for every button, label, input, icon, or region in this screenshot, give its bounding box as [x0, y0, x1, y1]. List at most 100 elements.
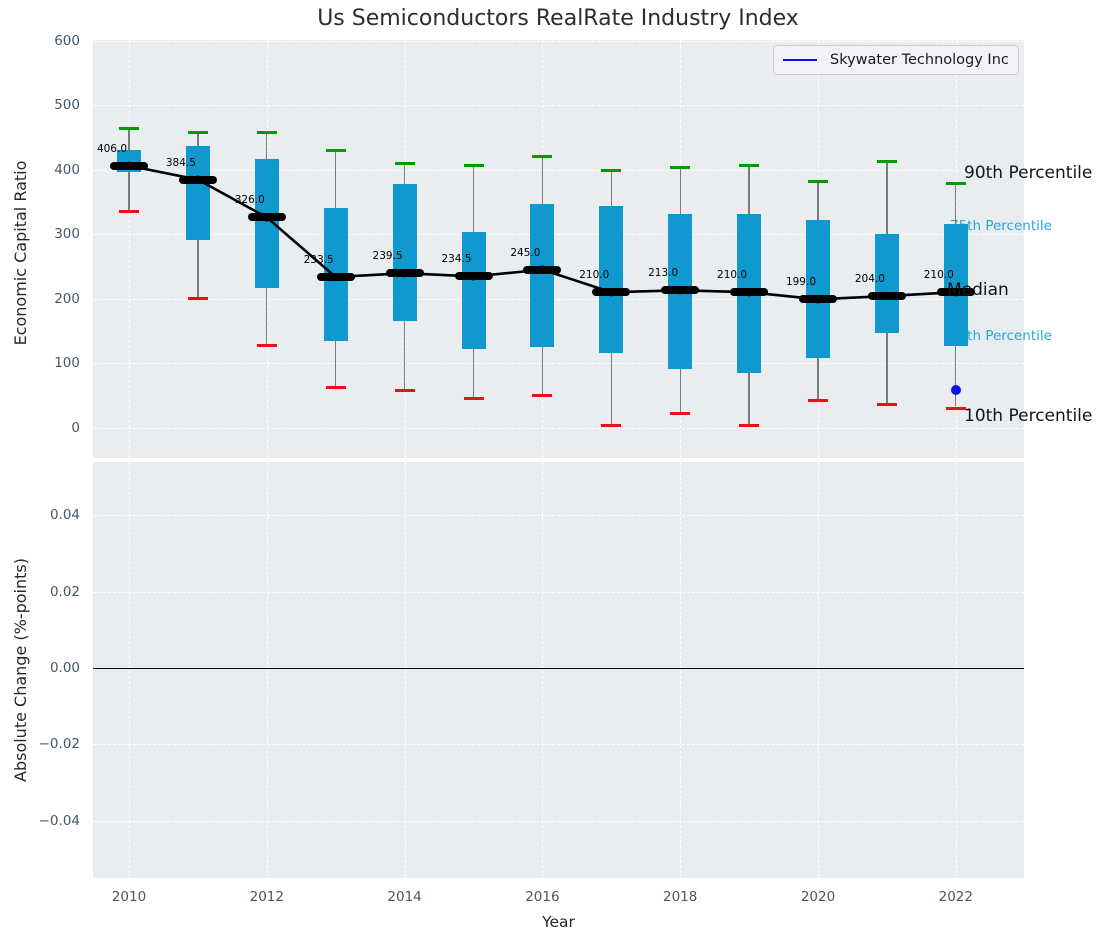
gridline-vertical	[266, 462, 268, 878]
median-value-label: 239.5	[372, 250, 403, 263]
gridline-vertical	[542, 462, 544, 878]
p10-cap	[601, 424, 622, 428]
y-tick-label: −0.02	[38, 736, 80, 753]
y-tick-label: 0.04	[49, 507, 80, 524]
median-value-label: 406.0	[96, 142, 127, 155]
annotation-90th-percentile: 90th Percentile	[964, 163, 1093, 183]
p90-cap	[463, 164, 484, 168]
iqr-box	[254, 158, 279, 289]
median-bar	[867, 292, 906, 301]
gridline-horizontal	[93, 40, 1024, 42]
p90-cap	[394, 161, 415, 165]
y-tick-label: 0	[71, 419, 80, 436]
y-tick-label: 0.02	[49, 583, 80, 600]
median-value-label: 199.0	[785, 276, 816, 289]
zero-line	[93, 668, 1024, 670]
p90-cap	[808, 180, 828, 184]
p90-cap	[739, 164, 760, 168]
p90-cap	[601, 169, 622, 173]
p10-cap	[256, 344, 277, 348]
x-tick-label: 2012	[249, 889, 284, 905]
annotation-75th-percentile: 75th Percentile	[950, 218, 1052, 234]
p10-cap	[739, 423, 760, 427]
median-value-label: 233.5	[303, 254, 334, 267]
x-tick-label: 2016	[525, 889, 560, 905]
median-bar	[247, 213, 286, 222]
p10-cap	[463, 396, 484, 400]
x-tick-label: 2014	[387, 889, 422, 905]
gridline-horizontal	[93, 427, 1024, 429]
top-y-axis-label: Economic Capital Ratio	[11, 160, 30, 346]
p10-cap	[945, 407, 966, 411]
p10-cap	[325, 385, 346, 389]
median-bar	[730, 288, 769, 297]
annotation-median: Median	[947, 280, 1009, 300]
p90-cap	[670, 166, 691, 170]
median-bar	[178, 175, 217, 184]
p10-cap	[394, 388, 415, 392]
median-bar	[316, 273, 355, 282]
median-value-label: 234.5	[441, 253, 472, 266]
x-tick-label: 2018	[663, 889, 698, 905]
gridline-vertical	[680, 462, 682, 878]
gridline-horizontal	[93, 744, 1024, 746]
median-value-label: 213.0	[648, 267, 679, 280]
legend: Skywater Technology Inc	[773, 45, 1019, 75]
median-value-label: 210.0	[923, 269, 954, 282]
bottom-axes	[93, 462, 1024, 878]
gridline-vertical	[129, 462, 130, 878]
p10-cap	[532, 393, 553, 397]
gridline-horizontal	[93, 105, 1024, 107]
legend-label: Skywater Technology Inc	[830, 52, 1009, 68]
y-tick-label: 100	[54, 355, 80, 372]
y-tick-label: 200	[54, 290, 80, 307]
iqr-box	[806, 219, 830, 358]
p90-cap	[119, 126, 139, 130]
gridline-vertical	[129, 40, 130, 458]
p10-cap	[876, 402, 897, 406]
p90-cap	[945, 182, 966, 186]
x-tick-label: 2010	[111, 889, 147, 905]
median-value-label: 326.0	[234, 194, 265, 207]
x-tick-label: 2022	[938, 889, 973, 905]
median-value-label: 204.0	[854, 273, 885, 286]
median-value-label: 384.5	[165, 156, 196, 169]
median-bar	[592, 288, 631, 297]
p90-cap	[325, 149, 346, 153]
median-bar	[661, 286, 700, 295]
annotation-10th-percentile: 10th Percentile	[964, 406, 1093, 426]
median-value-label: 210.0	[579, 269, 610, 282]
gridline-horizontal	[93, 515, 1024, 517]
skywater-point	[950, 385, 961, 396]
p90-cap	[532, 154, 553, 158]
annotation-25th-percentile: 25th Percentile	[950, 328, 1052, 344]
y-tick-label: −0.04	[38, 812, 80, 829]
x-tick-label: 2020	[800, 889, 836, 905]
y-tick-label: 300	[54, 226, 80, 243]
p90-cap	[187, 130, 208, 134]
y-tick-label: 600	[54, 32, 80, 49]
gridline-horizontal	[93, 169, 1024, 171]
p10-cap	[187, 297, 208, 301]
median-bar	[454, 272, 493, 281]
gridline-horizontal	[93, 820, 1024, 822]
gridline-horizontal	[93, 363, 1024, 365]
legend-line-sample	[783, 59, 817, 61]
y-tick-label: 500	[54, 97, 80, 114]
y-tick-label: 400	[54, 161, 80, 178]
gridline-horizontal	[93, 591, 1024, 593]
gridline-vertical	[818, 462, 819, 878]
gridline-vertical	[955, 462, 957, 878]
median-value-label: 245.0	[510, 246, 541, 259]
p90-cap	[876, 160, 897, 164]
y-tick-label: 0.00	[49, 660, 80, 677]
median-bar	[799, 295, 837, 304]
p90-cap	[256, 130, 277, 134]
p10-cap	[808, 399, 828, 403]
gridline-vertical	[404, 462, 406, 878]
x-axis-label: Year	[542, 913, 575, 931]
p10-cap	[670, 411, 691, 415]
median-bar	[385, 269, 424, 278]
median-value-label: 210.0	[717, 269, 748, 282]
